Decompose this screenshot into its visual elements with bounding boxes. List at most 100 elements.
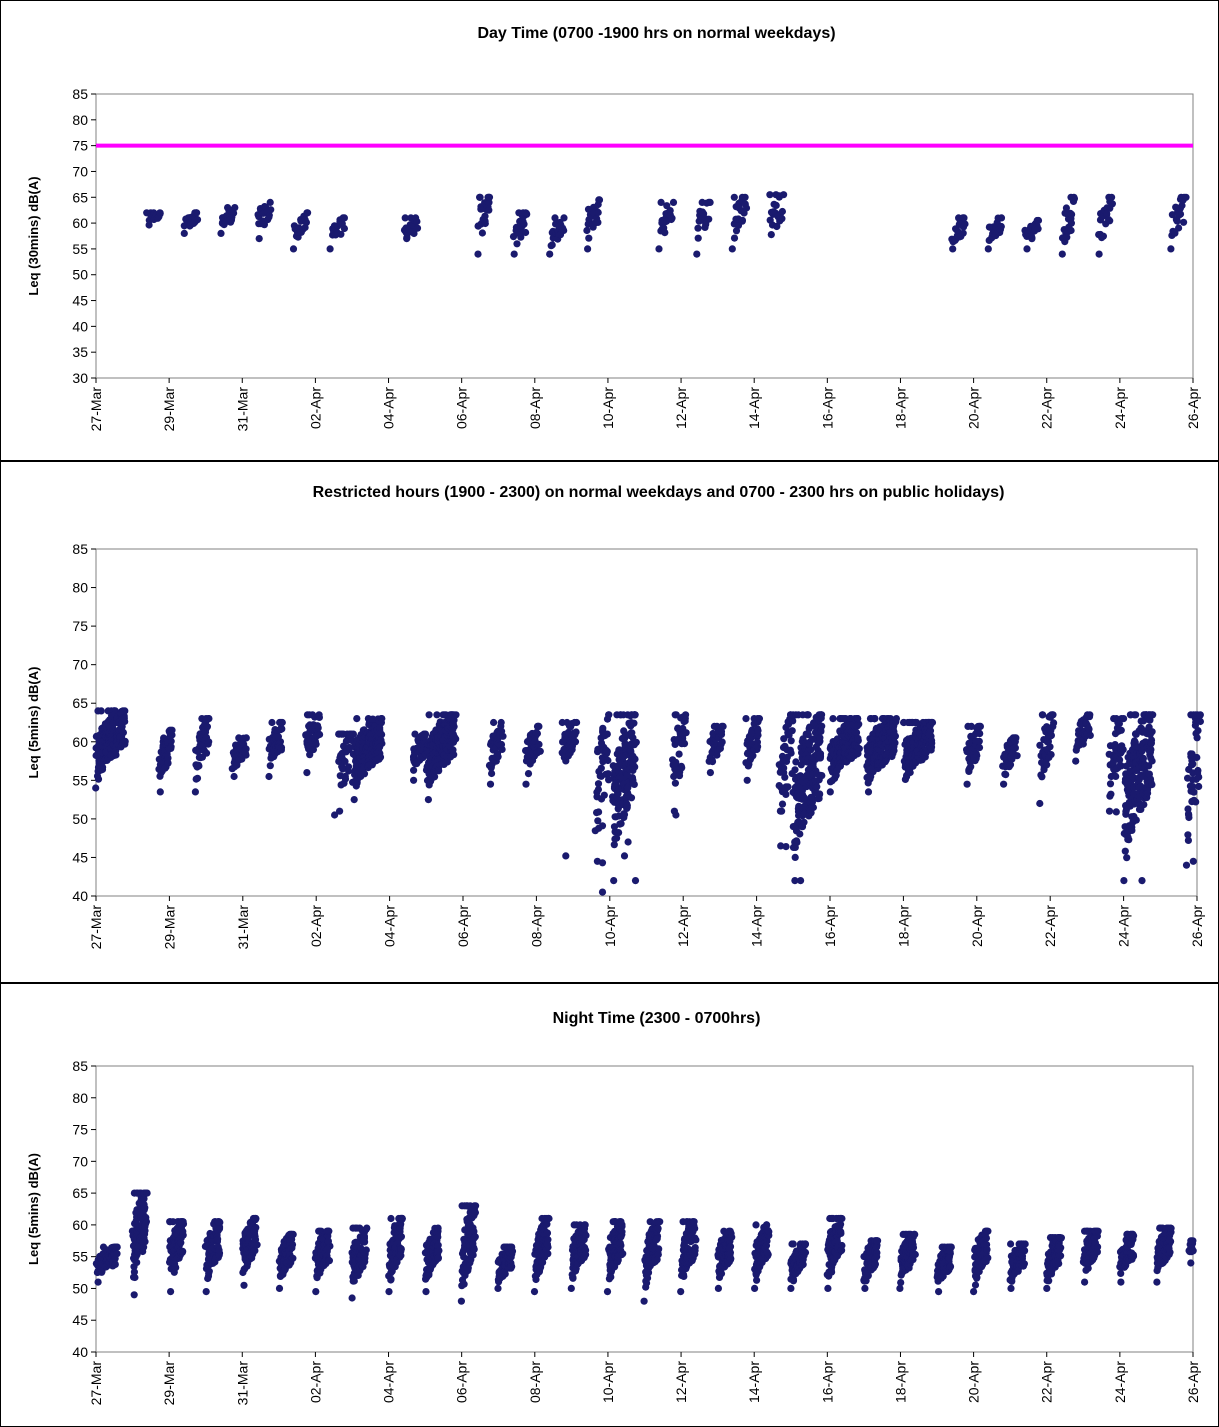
- data-point: [498, 727, 506, 735]
- data-point: [781, 773, 789, 781]
- y-tick-label: 70: [72, 163, 88, 179]
- y-axis-label: Leq (30mins) dB(A): [26, 176, 41, 295]
- data-point: [1146, 775, 1155, 783]
- data-point: [594, 208, 602, 217]
- data-point: [694, 224, 702, 232]
- data-point: [691, 1246, 699, 1255]
- data-point: [551, 214, 559, 222]
- x-tick-label: 27-Mar: [88, 387, 104, 432]
- data-point: [324, 1237, 332, 1245]
- x-tick-label: 20-Apr: [966, 1361, 982, 1403]
- data-point: [1118, 742, 1126, 750]
- data-point: [732, 227, 741, 235]
- data-point: [242, 734, 250, 742]
- data-point: [1185, 811, 1193, 819]
- y-axis-label: Leq (5mins) dB(A): [26, 667, 41, 779]
- data-point: [1023, 245, 1031, 253]
- data-point: [1067, 219, 1075, 227]
- x-tick-label: 14-Apr: [749, 905, 765, 947]
- data-point: [973, 752, 981, 760]
- data-point: [672, 811, 680, 819]
- data-point: [581, 1221, 589, 1229]
- data-point: [287, 1230, 295, 1238]
- data-point: [326, 245, 334, 253]
- data-point: [791, 853, 799, 862]
- data-point: [177, 1239, 185, 1247]
- data-point: [164, 759, 172, 767]
- data-point: [778, 800, 787, 808]
- data-point: [782, 843, 790, 851]
- data-point: [675, 772, 684, 780]
- data-point: [597, 764, 605, 772]
- data-point: [826, 788, 834, 796]
- data-point: [1086, 731, 1094, 740]
- data-point: [193, 216, 202, 224]
- data-point: [1148, 728, 1156, 736]
- y-tick-label: 60: [72, 734, 88, 750]
- y-tick-label: 45: [72, 1312, 88, 1328]
- data-point: [805, 725, 813, 733]
- data-point: [871, 715, 879, 723]
- data-point: [267, 206, 275, 214]
- data-point: [1175, 211, 1183, 219]
- data-point: [1046, 743, 1054, 751]
- data-point: [434, 1233, 442, 1241]
- data-point: [1189, 760, 1197, 768]
- data-point: [1124, 833, 1132, 841]
- data-point: [203, 723, 211, 731]
- data-point: [585, 234, 593, 242]
- x-tick-label: 08-Apr: [528, 905, 544, 947]
- x-tick-label: 18-Apr: [892, 387, 908, 429]
- data-point: [1122, 808, 1130, 816]
- data-point: [1112, 808, 1120, 816]
- data-point: [192, 775, 200, 783]
- data-point: [855, 745, 863, 753]
- data-point: [1116, 761, 1124, 770]
- data-point: [928, 736, 936, 745]
- data-point: [1058, 250, 1066, 258]
- data-point: [204, 740, 212, 748]
- y-tick-label: 85: [72, 86, 88, 102]
- data-point: [628, 729, 636, 737]
- data-point: [1107, 790, 1115, 798]
- data-point: [796, 830, 804, 838]
- data-point: [997, 222, 1005, 231]
- chart-3: Night Time (2300 - 0700hrs)4045505560657…: [0, 983, 1219, 1427]
- x-tick-label: 14-Apr: [746, 1361, 762, 1403]
- x-tick-label: 14-Apr: [746, 387, 762, 429]
- data-point: [179, 1227, 187, 1235]
- data-point: [1103, 209, 1111, 218]
- data-point: [681, 717, 689, 725]
- data-point: [800, 794, 808, 802]
- data-point: [791, 766, 799, 774]
- data-point: [743, 776, 751, 784]
- x-tick-label: 08-Apr: [527, 387, 543, 429]
- data-point: [598, 859, 607, 867]
- data-point: [193, 209, 201, 217]
- data-point: [593, 215, 601, 223]
- data-point: [313, 722, 322, 730]
- y-tick-label: 50: [72, 267, 88, 283]
- data-point: [230, 772, 238, 781]
- x-tick-label: 26-Apr: [1185, 387, 1201, 429]
- data-point: [487, 764, 495, 772]
- data-point: [624, 838, 632, 846]
- data-point: [583, 226, 591, 235]
- data-point: [627, 794, 636, 802]
- data-point: [1182, 861, 1191, 869]
- x-tick-label: 20-Apr: [969, 905, 985, 947]
- data-point: [949, 245, 957, 253]
- data-point: [494, 1284, 502, 1292]
- data-point: [401, 214, 409, 222]
- data-point: [1062, 204, 1070, 212]
- data-point: [1099, 232, 1107, 240]
- data-point: [231, 204, 239, 212]
- data-point: [1144, 789, 1152, 797]
- data-point: [1132, 816, 1140, 824]
- data-point: [325, 1257, 333, 1265]
- y-axis-label: Leq (5mins) dB(A): [26, 1153, 41, 1265]
- x-tick-label: 16-Apr: [822, 905, 838, 947]
- data-point: [304, 209, 312, 217]
- x-tick-label: 24-Apr: [1112, 387, 1128, 429]
